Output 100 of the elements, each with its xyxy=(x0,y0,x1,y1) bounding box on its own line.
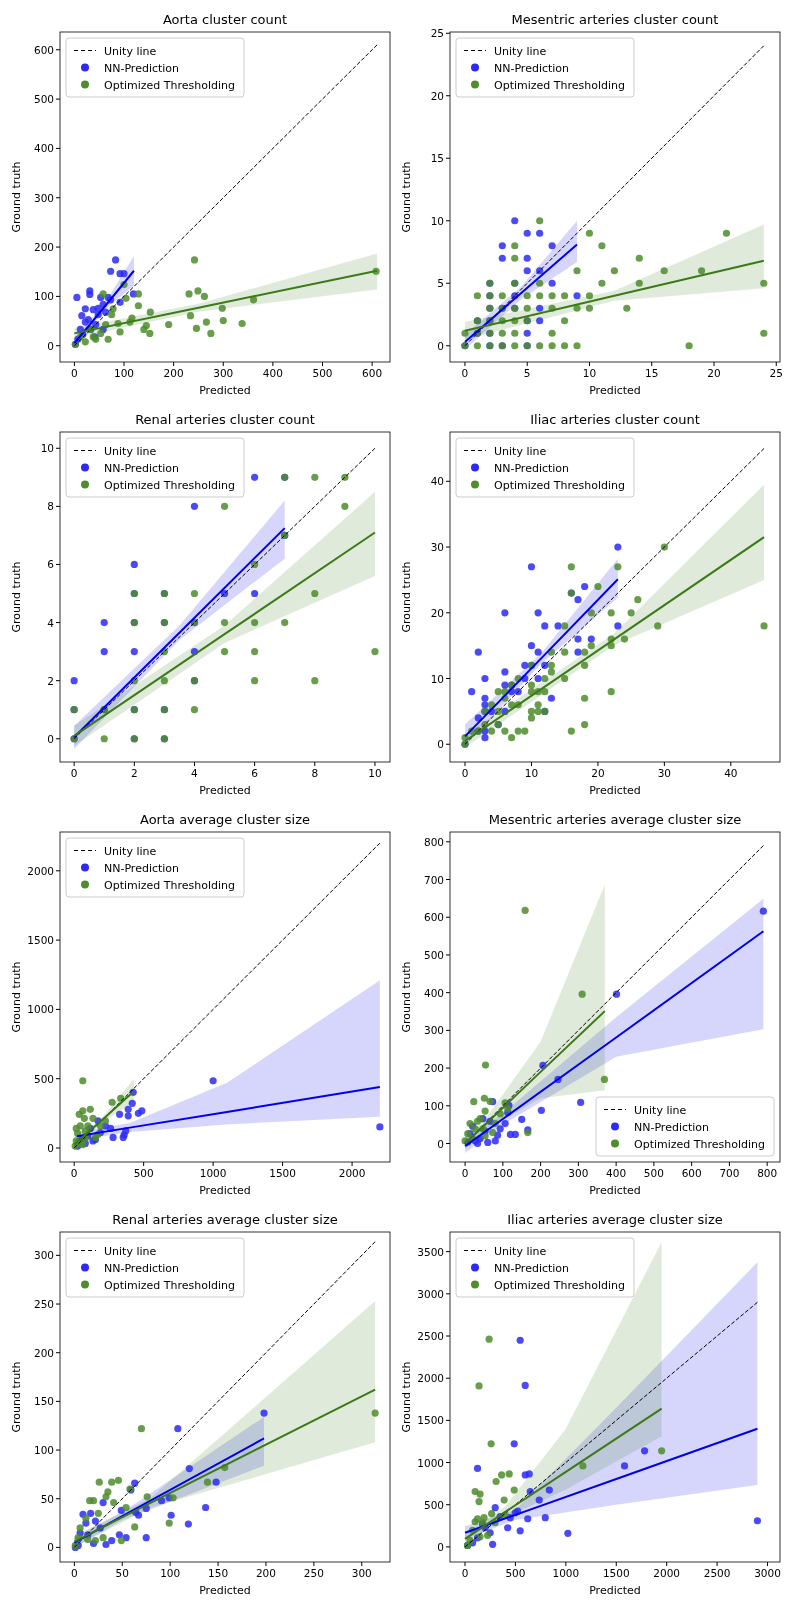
x-tick-label: 10 xyxy=(368,767,382,779)
y-tick-label: 300 xyxy=(33,191,54,204)
legend-label: Unity line xyxy=(104,444,157,458)
y-tick-label: 15 xyxy=(430,152,444,165)
y-tick-label: 500 xyxy=(423,1498,444,1511)
legend-label: NN-Prediction xyxy=(104,461,180,475)
x-tick-label: 5 xyxy=(523,367,531,379)
x-tick-label: 600 xyxy=(681,1167,702,1179)
x-tick-label: 600 xyxy=(362,367,383,379)
x-tick-label: 1500 xyxy=(269,1167,296,1179)
x-tick-label: 200 xyxy=(530,1167,551,1179)
y-tick-label: 8 xyxy=(47,500,54,513)
y-tick-label: 40 xyxy=(430,475,444,488)
y-tick-label: 800 xyxy=(423,835,444,848)
y-tick-label: 200 xyxy=(33,241,54,254)
chart-title: Iliac arteries cluster count xyxy=(530,412,700,427)
x-tick-label: 500 xyxy=(133,1167,154,1179)
chart-title: Renal arteries average cluster size xyxy=(112,1212,338,1227)
legend-label: NN-Prediction xyxy=(634,1120,710,1134)
x-tick-label: 4 xyxy=(191,767,199,779)
legend-label: NN-Prediction xyxy=(494,1261,570,1275)
legend-label: Unity line xyxy=(494,44,547,58)
y-axis-title: Ground truth xyxy=(10,561,23,633)
y-tick-label: 0 xyxy=(437,1540,444,1553)
y-tick-label: 1500 xyxy=(27,934,54,947)
x-tick-label: 3000 xyxy=(754,1567,781,1579)
y-tick-label: 2000 xyxy=(27,864,54,877)
x-tick-label: 1000 xyxy=(552,1567,580,1579)
y-tick-label: 1000 xyxy=(417,1456,444,1469)
y-tick-label: 2 xyxy=(47,674,54,687)
x-tick-label: 400 xyxy=(262,367,283,379)
y-tick-label: 0 xyxy=(437,1137,444,1150)
y-axis-title: Ground truth xyxy=(10,1361,23,1433)
x-axis-title: Predicted xyxy=(199,1584,251,1597)
x-tick-label: 200 xyxy=(255,1567,276,1579)
x-tick-label: 20 xyxy=(591,767,605,779)
legend-label: NN-Prediction xyxy=(494,61,570,75)
legend-label: Optimized Thresholding xyxy=(104,78,236,92)
y-tick-label: 400 xyxy=(423,986,444,999)
y-tick-label: 4 xyxy=(47,616,55,629)
x-tick-label: 400 xyxy=(606,1167,627,1179)
legend-label: Unity line xyxy=(634,1103,687,1117)
x-tick-label: 500 xyxy=(505,1567,526,1579)
x-axis-title: Predicted xyxy=(199,1184,251,1197)
x-tick-label: 0 xyxy=(461,1167,469,1179)
x-tick-label: 800 xyxy=(757,1167,778,1179)
y-tick-label: 600 xyxy=(33,43,54,56)
y-tick-label: 0 xyxy=(437,738,444,751)
x-tick-label: 700 xyxy=(719,1167,740,1179)
y-tick-label: 0 xyxy=(47,339,54,352)
y-tick-label: 600 xyxy=(423,911,444,924)
y-tick-label: 5 xyxy=(437,277,444,290)
legend-label: NN-Prediction xyxy=(494,461,570,475)
x-tick-label: 500 xyxy=(312,367,333,379)
x-tick-label: 2500 xyxy=(703,1567,731,1579)
x-tick-label: 2000 xyxy=(653,1567,681,1579)
x-tick-label: 0 xyxy=(70,1167,78,1179)
y-tick-label: 1500 xyxy=(417,1414,444,1427)
x-tick-label: 100 xyxy=(160,1567,181,1579)
y-axis-title: Ground truth xyxy=(400,1361,413,1433)
x-tick-label: 25 xyxy=(769,367,783,379)
y-tick-label: 0 xyxy=(437,339,444,352)
x-tick-label: 300 xyxy=(568,1167,589,1179)
x-tick-label: 15 xyxy=(645,367,659,379)
x-tick-label: 8 xyxy=(311,767,319,779)
x-tick-label: 0 xyxy=(70,767,78,779)
chart-title: Iliac arteries average cluster size xyxy=(507,1212,723,1227)
x-axis-title: Predicted xyxy=(199,784,251,797)
x-tick-label: 2000 xyxy=(338,1167,366,1179)
y-tick-label: 1000 xyxy=(27,1003,54,1016)
y-tick-label: 400 xyxy=(33,142,54,155)
y-tick-label: 30 xyxy=(430,541,444,554)
y-tick-label: 20 xyxy=(430,89,444,102)
legend-label: Optimized Thresholding xyxy=(104,1278,236,1292)
legend-label: Unity line xyxy=(494,444,547,458)
y-tick-label: 150 xyxy=(33,1395,54,1408)
chart-title: Mesentric arteries average cluster size xyxy=(488,812,742,827)
chart-title: Aorta cluster count xyxy=(162,12,288,27)
x-tick-label: 1500 xyxy=(602,1567,630,1579)
y-tick-label: 25 xyxy=(430,27,444,40)
legend-label: Optimized Thresholding xyxy=(104,478,236,492)
y-tick-label: 0 xyxy=(47,1142,54,1154)
y-tick-label: 500 xyxy=(33,1072,54,1085)
y-tick-label: 100 xyxy=(33,290,54,303)
x-tick-label: 100 xyxy=(492,1167,513,1179)
y-tick-label: 3500 xyxy=(417,1245,444,1258)
x-axis-title: Predicted xyxy=(589,1584,641,1597)
x-axis-title: Predicted xyxy=(589,384,641,397)
legend-label: NN-Prediction xyxy=(104,61,180,75)
y-tick-label: 250 xyxy=(33,1298,54,1311)
y-axis-title: Ground truth xyxy=(400,561,413,633)
y-tick-label: 50 xyxy=(40,1492,54,1505)
x-tick-label: 0 xyxy=(461,1567,469,1579)
y-tick-label: 100 xyxy=(423,1099,444,1112)
y-tick-label: 500 xyxy=(33,93,54,106)
y-tick-label: 500 xyxy=(423,948,444,961)
x-tick-label: 10 xyxy=(582,367,597,379)
legend-label: Optimized Thresholding xyxy=(494,78,626,92)
legend-label: NN-Prediction xyxy=(104,861,180,875)
x-tick-label: 250 xyxy=(303,1567,324,1579)
